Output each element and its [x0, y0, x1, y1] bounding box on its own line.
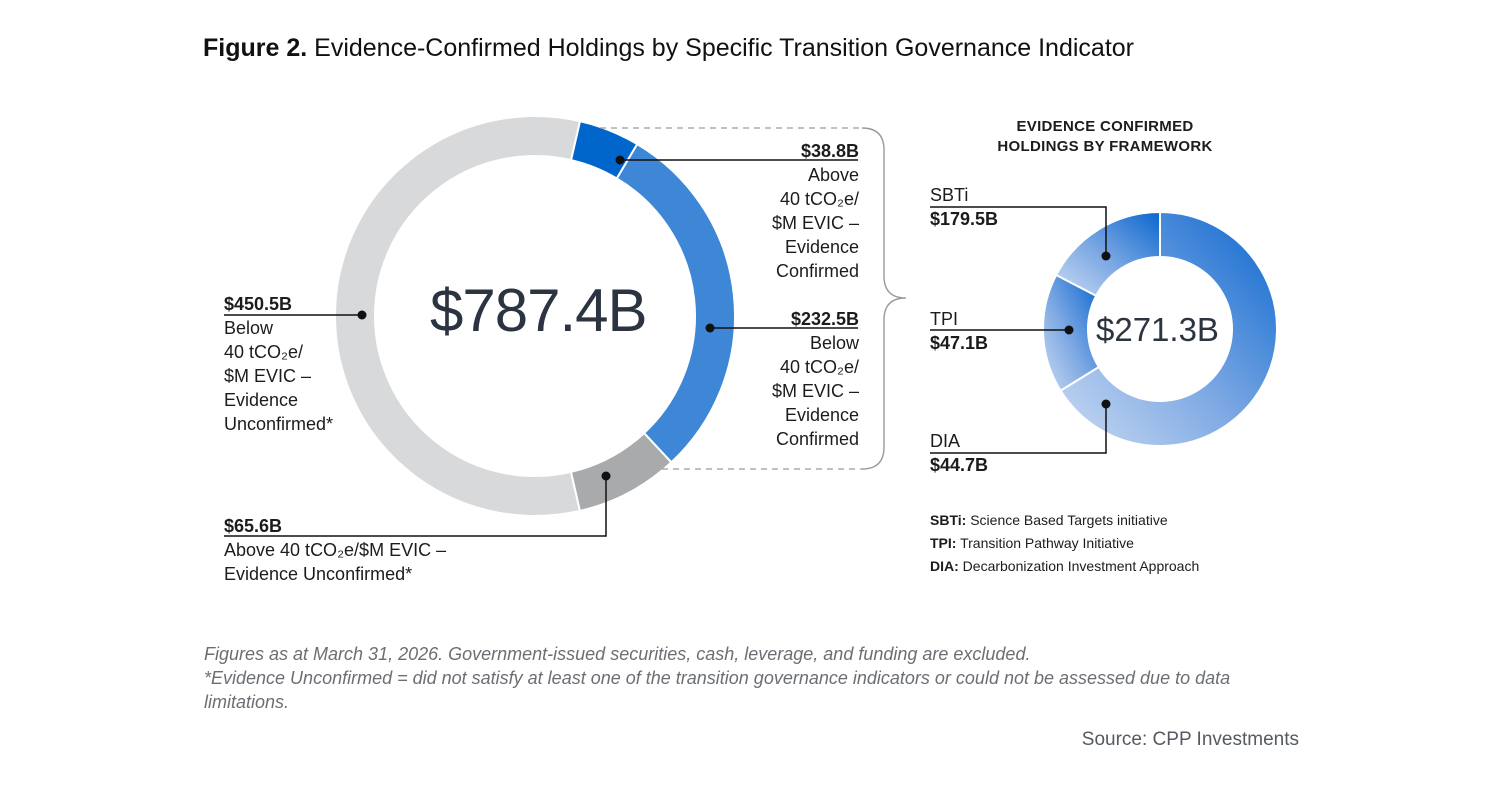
- framework-name: DIA: [930, 431, 961, 451]
- footnotes: Figures as at March 31, 2026. Government…: [204, 642, 1284, 714]
- leader-dot-232-5: [705, 323, 715, 333]
- framework-value: $44.7B: [930, 455, 989, 475]
- key-abbr: TPI:: [930, 535, 957, 551]
- desc-line: $M EVIC –: [771, 213, 859, 233]
- leader-lines: [224, 127, 1111, 537]
- main-donut-center-total: $787.4B: [430, 277, 648, 344]
- framework-value: $179.5B: [930, 209, 999, 229]
- slice-label-below-confirmed: $232.5B Below 40 tCO₂e/ $M EVIC – Eviden…: [709, 307, 859, 451]
- slice-sbti: [1059, 210, 1278, 447]
- desc-line: Evidence: [224, 390, 299, 410]
- desc-line: Above 40 tCO₂e/$M EVIC –: [224, 540, 447, 560]
- leader-dot-tpi: [1064, 325, 1074, 335]
- curly-brace: [861, 127, 907, 470]
- leader-65-6: [224, 476, 607, 537]
- framework-chart-title: EVIDENCE CONFIRMED HOLDINGS BY FRAMEWORK: [960, 117, 1250, 157]
- leader-dot-dia: [1101, 399, 1111, 409]
- leader-dot-sbti: [1101, 251, 1111, 261]
- framework-key-item: SBTi: Science Based Targets initiative: [930, 509, 1199, 532]
- desc-line: Below: [809, 333, 859, 353]
- key-full: Transition Pathway Initiative: [960, 535, 1134, 551]
- leader-dot-65-6: [601, 471, 611, 481]
- figure-number: Figure 2.: [203, 34, 308, 62]
- slice-value-232-5: $232.5B: [790, 309, 859, 329]
- leader-dot-450-5: [357, 310, 367, 320]
- slice-value-38-8: $38.8B: [800, 141, 859, 161]
- desc-line: Confirmed: [775, 261, 859, 281]
- slice-value-65-6: $65.6B: [224, 516, 283, 536]
- framework-label-sbti: SBTi $179.5B: [930, 183, 998, 231]
- desc-line: Evidence Unconfirmed*: [224, 564, 413, 584]
- key-abbr: DIA:: [930, 558, 959, 574]
- framework-title-line: HOLDINGS BY FRAMEWORK: [997, 138, 1213, 155]
- framework-key-item: DIA: Decarbonization Investment Approach: [930, 555, 1199, 578]
- framework-name: TPI: [930, 309, 959, 329]
- desc-line: Above: [807, 165, 859, 185]
- figure-title-text: Evidence-Confirmed Holdings by Specific …: [314, 34, 1134, 62]
- leader-sbti: [930, 206, 1107, 256]
- framework-title-line: EVIDENCE CONFIRMED: [1016, 118, 1194, 135]
- slice-label-above-confirmed: $38.8B Above 40 tCO₂e/ $M EVIC – Evidenc…: [709, 139, 859, 283]
- main-donut: [333, 115, 736, 517]
- desc-line: 40 tCO₂e/: [779, 189, 859, 209]
- footnote: Figures as at March 31, 2026. Government…: [204, 644, 1031, 664]
- leader-dot-38-8: [615, 155, 625, 165]
- slice-label-below-unconfirmed: $450.5B Below 40 tCO₂e/ $M EVIC – Eviden…: [224, 292, 384, 436]
- slice-label-above-unconfirmed: $65.6B Above 40 tCO₂e/$M EVIC – Evidence…: [224, 514, 524, 586]
- figure-title: Figure 2. Evidence-Confirmed Holdings by…: [203, 34, 1134, 63]
- desc-line: $M EVIC –: [771, 381, 859, 401]
- framework-name: SBTi: [930, 185, 969, 205]
- slice-above-unconfirmed: [569, 431, 673, 513]
- leader-dia: [930, 404, 1107, 454]
- desc-line: Below: [224, 318, 274, 338]
- key-abbr: SBTi:: [930, 512, 967, 528]
- source-credit: Source: CPP Investments: [1081, 729, 1299, 750]
- framework-donut-center-total: $271.3B: [1096, 311, 1219, 348]
- key-full: Decarbonization Investment Approach: [962, 558, 1200, 574]
- framework-label-dia: DIA $44.7B: [930, 429, 988, 477]
- desc-line: Evidence: [784, 237, 859, 257]
- desc-line: $M EVIC –: [224, 366, 312, 386]
- desc-line: Unconfirmed*: [224, 414, 334, 434]
- desc-line: Evidence: [784, 405, 859, 425]
- desc-line: Confirmed: [775, 429, 859, 449]
- framework-key: SBTi: Science Based Targets initiative T…: [930, 509, 1199, 578]
- slice-below-unconfirmed: [333, 115, 582, 517]
- framework-value: $47.1B: [930, 333, 989, 353]
- framework-key-item: TPI: Transition Pathway Initiative: [930, 532, 1199, 555]
- footnote: *Evidence Unconfirmed = did not satisfy …: [204, 668, 1231, 712]
- desc-line: 40 tCO₂e/: [224, 342, 304, 362]
- desc-line: 40 tCO₂e/: [779, 357, 859, 377]
- framework-label-tpi: TPI $47.1B: [930, 307, 988, 355]
- slice-value-450-5: $450.5B: [224, 294, 293, 314]
- key-full: Science Based Targets initiative: [970, 512, 1168, 528]
